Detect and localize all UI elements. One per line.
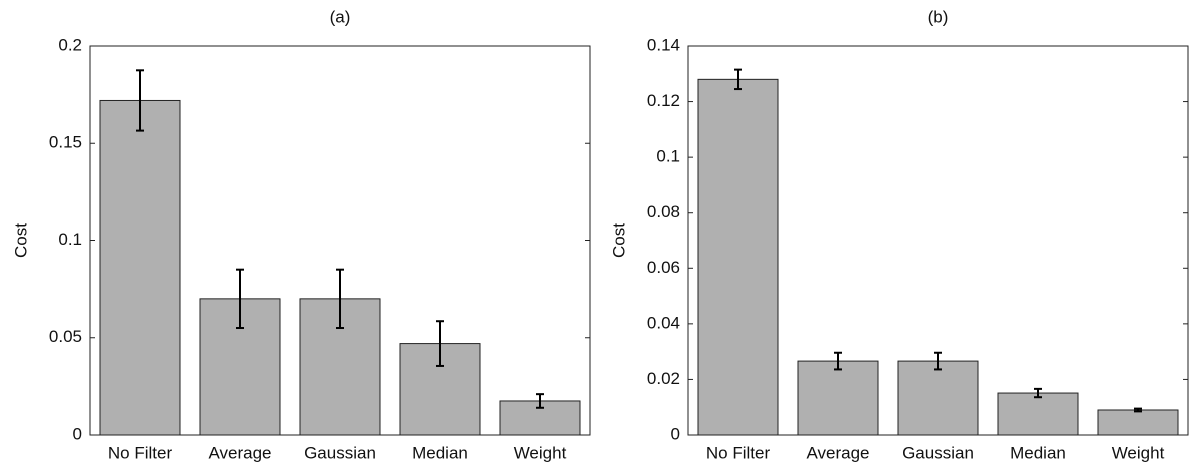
error-bar [236,268,244,330]
error-bar [734,68,742,91]
x-tick-label: Gaussian [304,443,376,462]
bar [997,392,1079,436]
y-tick-label: 0.1 [58,230,82,249]
y-tick-label: 0.06 [647,258,680,277]
error-bar [934,351,942,371]
error-bar [136,69,144,132]
error-bar [336,268,344,330]
x-tick-label: Average [806,443,869,462]
y-axis-label: Cost [609,223,628,258]
x-tick-label: No Filter [108,443,173,462]
error-bar [834,351,842,371]
y-tick-label: 0.02 [647,369,680,388]
chart-title: (a) [330,7,351,26]
y-tick-label: 0 [671,424,680,443]
y-axis-label: Cost [11,223,30,258]
y-tick-label: 0.2 [58,35,82,54]
y-tick-label: 0.12 [647,91,680,110]
x-tick-label: No Filter [706,443,771,462]
y-tick-label: 0.1 [656,147,680,166]
error-bar [1134,407,1142,413]
chart-title: (b) [928,7,949,26]
bar [897,360,979,436]
bar [1097,409,1179,436]
y-tick-label: 0.05 [49,327,82,346]
error-bar [436,320,444,367]
y-tick-label: 0.04 [647,313,680,332]
plot-frame [687,45,1189,436]
x-tick-label: Weight [1112,443,1165,462]
y-tick-label: 0.15 [49,133,82,152]
plot-frame [89,45,591,436]
bar [797,360,879,436]
error-bar [1034,387,1042,399]
x-tick-label: Median [412,443,468,462]
x-tick-label: Gaussian [902,443,974,462]
y-tick-label: 0.14 [647,35,680,54]
y-tick-label: 0.08 [647,202,680,221]
x-tick-label: Weight [514,443,567,462]
error-bar [536,393,544,409]
bar [697,78,779,436]
x-tick-label: Median [1010,443,1066,462]
x-tick-label: Average [208,443,271,462]
bar [99,99,181,436]
y-tick-label: 0 [73,424,82,443]
